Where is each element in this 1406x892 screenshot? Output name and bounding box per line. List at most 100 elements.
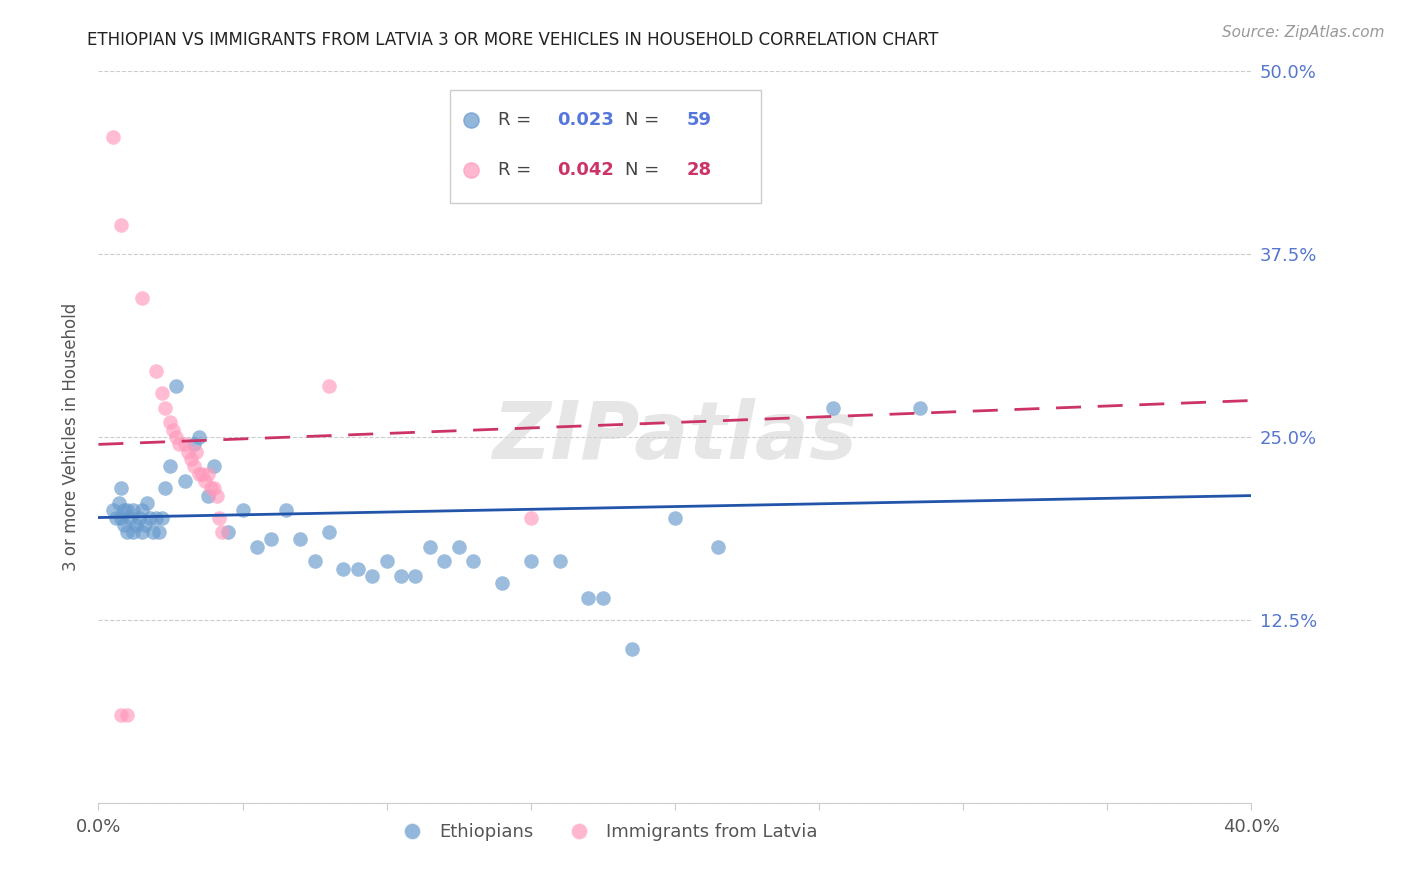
Text: 59: 59 <box>686 112 711 129</box>
Point <box>290 533 312 547</box>
Point <box>620 642 643 657</box>
Point <box>205 489 228 503</box>
Point <box>174 437 197 451</box>
Point <box>167 437 190 451</box>
Text: 0.023: 0.023 <box>557 112 614 129</box>
Point <box>120 510 142 524</box>
FancyBboxPatch shape <box>450 90 762 203</box>
Point <box>274 503 297 517</box>
Text: N =: N = <box>626 161 659 179</box>
Point <box>101 503 124 517</box>
Point <box>117 525 139 540</box>
Point <box>246 540 269 554</box>
Text: 0.042: 0.042 <box>557 161 614 179</box>
Point <box>433 554 456 568</box>
Point <box>153 401 176 415</box>
Text: R =: R = <box>499 112 536 129</box>
Point <box>318 379 340 393</box>
Point <box>110 510 132 524</box>
Point <box>194 474 217 488</box>
Point <box>231 503 254 517</box>
Text: R =: R = <box>499 161 536 179</box>
Point <box>131 525 153 540</box>
Point <box>260 533 283 547</box>
Point <box>197 467 219 481</box>
Point <box>592 591 614 605</box>
Point <box>188 467 211 481</box>
Point <box>389 569 412 583</box>
Point <box>145 364 167 378</box>
Point <box>202 481 225 495</box>
Point <box>197 489 219 503</box>
Point <box>148 525 170 540</box>
Y-axis label: 3 or more Vehicles in Household: 3 or more Vehicles in Household <box>62 303 80 571</box>
Point <box>131 291 153 305</box>
Point <box>112 503 135 517</box>
Point <box>150 510 173 524</box>
Point <box>110 708 132 723</box>
Point <box>707 540 730 554</box>
Point <box>520 510 543 524</box>
Text: ETHIOPIAN VS IMMIGRANTS FROM LATVIA 3 OR MORE VEHICLES IN HOUSEHOLD CORRELATION : ETHIOPIAN VS IMMIGRANTS FROM LATVIA 3 OR… <box>87 31 939 49</box>
Point <box>153 481 176 495</box>
Point <box>107 496 129 510</box>
Point <box>461 554 484 568</box>
Point <box>150 386 173 401</box>
Point <box>548 554 571 568</box>
Point <box>578 591 600 605</box>
Point <box>165 379 187 393</box>
Point <box>447 540 470 554</box>
Point <box>177 444 200 458</box>
Point <box>165 430 187 444</box>
Point <box>908 401 931 415</box>
Point <box>159 459 181 474</box>
Point <box>125 517 148 532</box>
Point <box>191 467 214 481</box>
Text: 28: 28 <box>686 161 711 179</box>
Point <box>159 416 181 430</box>
Point <box>346 562 368 576</box>
Point <box>217 525 239 540</box>
Point <box>186 444 208 458</box>
Point <box>117 503 139 517</box>
Point <box>200 481 222 495</box>
Legend: Ethiopians, Immigrants from Latvia: Ethiopians, Immigrants from Latvia <box>387 816 824 848</box>
Point <box>491 576 513 591</box>
Point <box>361 569 384 583</box>
Point <box>208 510 231 524</box>
Point <box>101 130 124 145</box>
Point <box>375 554 398 568</box>
Point <box>142 525 165 540</box>
Point <box>405 569 427 583</box>
Point <box>139 510 162 524</box>
Point <box>332 562 354 576</box>
Point <box>183 437 205 451</box>
Text: ZIPatlas: ZIPatlas <box>492 398 858 476</box>
Point <box>136 496 159 510</box>
Point <box>823 401 845 415</box>
Point <box>134 517 156 532</box>
Point <box>419 540 441 554</box>
Point <box>110 218 132 232</box>
Point <box>318 525 340 540</box>
Point <box>110 481 132 495</box>
Point <box>304 554 326 568</box>
Point <box>202 459 225 474</box>
Point <box>128 510 150 524</box>
Point <box>131 503 153 517</box>
Point <box>520 554 543 568</box>
Point <box>183 459 205 474</box>
Point <box>145 510 167 524</box>
Point <box>174 474 197 488</box>
Point <box>188 430 211 444</box>
Point <box>104 510 127 524</box>
Point <box>180 452 202 467</box>
Point <box>122 503 145 517</box>
Point <box>117 708 139 723</box>
Point <box>122 525 145 540</box>
Point <box>211 525 233 540</box>
Point <box>162 423 184 437</box>
Point <box>112 517 135 532</box>
Text: Source: ZipAtlas.com: Source: ZipAtlas.com <box>1222 25 1385 40</box>
Text: N =: N = <box>626 112 659 129</box>
